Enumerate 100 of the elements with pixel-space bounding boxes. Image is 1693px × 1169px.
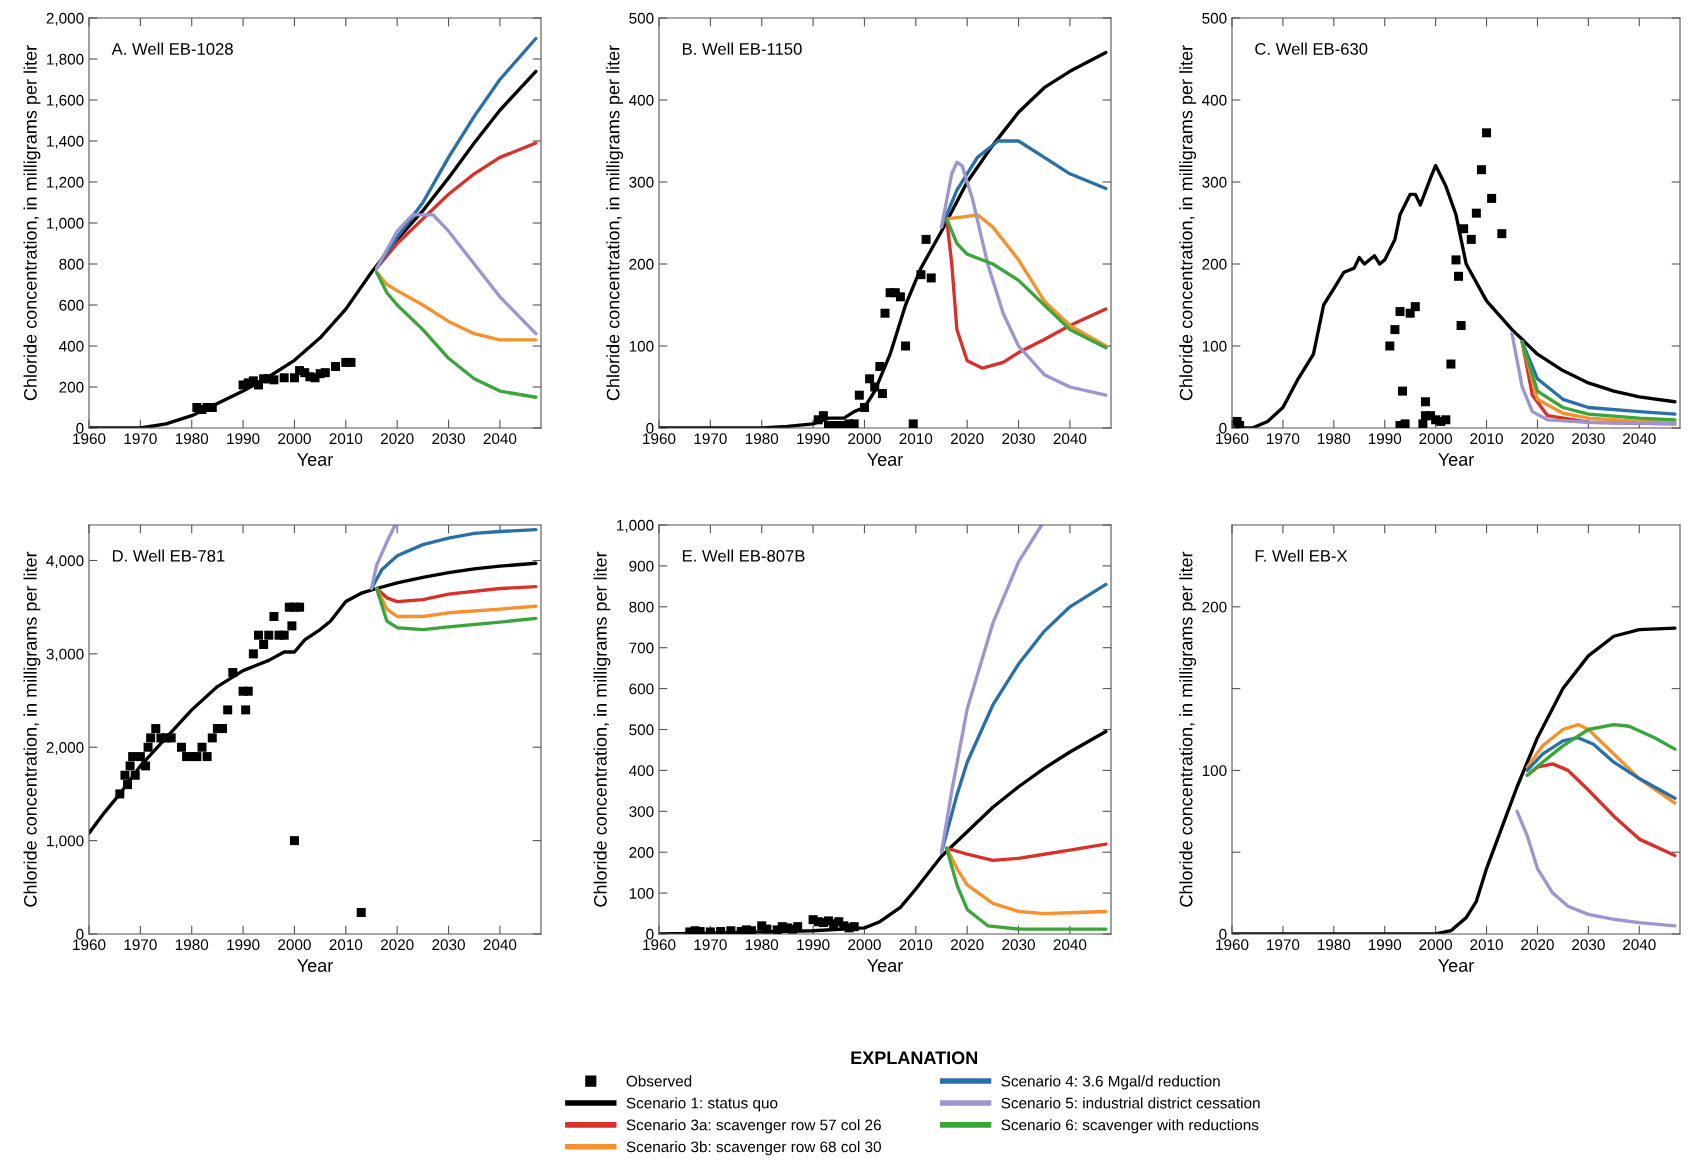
point	[289, 373, 299, 383]
text: C. Well EB-630	[1255, 42, 1368, 55]
y-tick-label: 600	[629, 683, 654, 695]
x-tick-label: 2020	[1521, 433, 1554, 445]
point	[218, 724, 228, 734]
x-tick-label: 1990	[1368, 433, 1402, 445]
line-series	[374, 270, 538, 399]
text: F. Well EB-X	[1255, 549, 1348, 562]
point	[295, 602, 305, 612]
x-tick-label: 2000	[278, 939, 311, 951]
x-tick-label: 2010	[899, 433, 933, 445]
y-tick-label: 0	[1219, 928, 1227, 940]
point	[176, 742, 186, 752]
point	[901, 341, 911, 351]
point	[1482, 128, 1492, 138]
x-tick-label: 2030	[1002, 433, 1035, 445]
y-axis-title: Chloride concentration, in milligrams per liter	[23, 45, 41, 401]
legend-label: Scenario 6: scavenger with reductions	[1001, 1119, 1259, 1134]
y-tick-label: 1,800	[47, 53, 84, 67]
y-tick-label: 500	[629, 12, 654, 24]
y-tick-label: 500	[629, 724, 654, 736]
y-tick-label: 100	[1202, 340, 1227, 352]
text: D. Well EB-781	[112, 549, 225, 562]
point	[870, 382, 880, 392]
y-tick-label: 400	[629, 94, 654, 106]
line-series	[1232, 626, 1677, 934]
x-tick-label: 1980	[745, 433, 779, 445]
y-axis-title: Chloride concentration, in milligrams per liter	[1179, 551, 1197, 907]
point	[877, 389, 887, 399]
point	[1398, 386, 1408, 396]
y-tick-label: 0	[76, 928, 84, 940]
point	[130, 770, 140, 780]
line-series	[1232, 163, 1677, 428]
point	[125, 761, 135, 771]
x-tick-label: 1960	[643, 433, 676, 445]
x-tick-label: 2020	[950, 433, 984, 445]
x-tick-label: 1990	[227, 939, 260, 951]
point	[1451, 255, 1461, 265]
point	[241, 705, 251, 715]
x-tick-label: 2030	[432, 939, 465, 951]
y-tick-label: 1,400	[47, 135, 84, 149]
x-tick-label: 1970	[124, 939, 157, 951]
point	[331, 362, 341, 371]
text: E. Well EB-807B	[682, 549, 805, 562]
y-axis-title: Chloride concentration, in milligrams per liter	[23, 551, 41, 907]
x-tick-label: 1990	[797, 433, 830, 445]
point	[279, 373, 289, 383]
line-series	[939, 160, 1108, 397]
point	[320, 368, 330, 378]
y-tick-label: 800	[629, 601, 654, 613]
point	[818, 411, 828, 421]
x-axis-title: Year	[297, 453, 333, 466]
point	[926, 273, 936, 283]
x-tick-label: 1960	[1216, 433, 1249, 445]
x-axis-title: Year	[297, 959, 333, 972]
y-tick-label: 200	[629, 847, 654, 858]
point	[135, 752, 145, 762]
y-tick-label: 400	[59, 340, 84, 352]
x-tick-label: 2020	[1521, 939, 1554, 951]
point	[854, 390, 864, 400]
point	[880, 308, 890, 318]
x-tick-label: 1980	[745, 939, 779, 951]
x-tick-label: 1970	[694, 433, 727, 445]
x-tick-label: 2000	[848, 939, 881, 951]
y-tick-label: 0	[1219, 422, 1227, 434]
y-tick-label: 100	[629, 887, 654, 899]
point	[1420, 397, 1430, 407]
point	[1454, 271, 1464, 281]
point	[1235, 421, 1245, 428]
point	[1476, 165, 1486, 175]
point	[243, 686, 253, 696]
x-tick-label: 2020	[950, 939, 984, 951]
point	[1459, 224, 1469, 234]
x-tick-label: 2040	[1053, 939, 1087, 951]
point	[197, 742, 207, 752]
x-tick-label: 2020	[380, 939, 414, 951]
y-tick-label: 1,000	[617, 519, 654, 533]
y-tick-label: 200	[629, 258, 654, 270]
point	[1390, 325, 1400, 335]
x-tick-label: 2030	[432, 433, 465, 445]
point	[908, 419, 918, 428]
line-series	[89, 561, 538, 835]
x-tick-label: 2000	[278, 433, 311, 445]
point	[865, 374, 875, 384]
x-tick-label: 2000	[1419, 939, 1453, 951]
y-tick-label: 300	[629, 806, 654, 817]
y-tick-label: 100	[1202, 765, 1227, 777]
line-series	[374, 586, 538, 632]
x-tick-label: 2010	[1470, 939, 1503, 951]
point	[921, 234, 931, 244]
point	[1400, 419, 1410, 428]
y-tick-label: 300	[629, 176, 654, 188]
x-tick-label: 2040	[1623, 433, 1656, 445]
legend-label: Scenario 4: 3.6 Mgal/d reduction	[1001, 1075, 1220, 1090]
point	[1466, 234, 1476, 244]
x-tick-label: 2020	[380, 433, 414, 445]
point	[1385, 341, 1395, 351]
point	[120, 770, 130, 780]
x-tick-label: 1960	[73, 939, 106, 951]
point	[859, 403, 869, 412]
